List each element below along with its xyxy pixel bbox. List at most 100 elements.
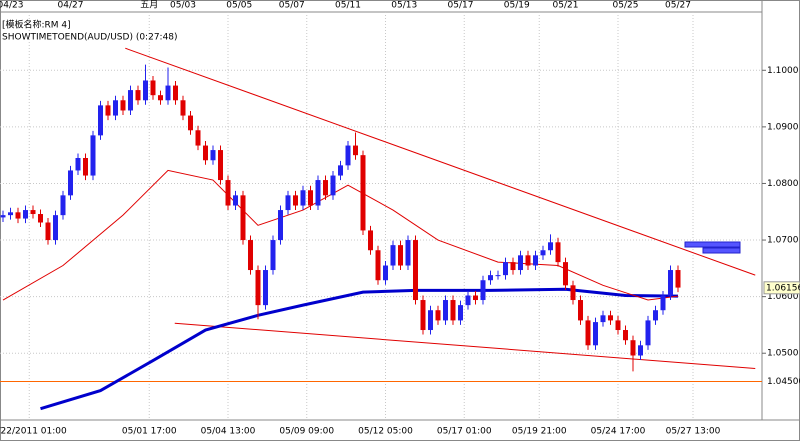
candle-body bbox=[330, 175, 336, 196]
candle-body bbox=[465, 295, 471, 306]
candle-body bbox=[195, 130, 201, 146]
candle-body bbox=[578, 300, 583, 321]
candle-body bbox=[285, 195, 291, 211]
candle-body bbox=[503, 262, 508, 276]
last-price-box bbox=[763, 281, 800, 295]
candle-body bbox=[173, 85, 178, 101]
candle-body bbox=[368, 230, 373, 251]
candle-body bbox=[210, 150, 216, 161]
candle-body bbox=[525, 255, 531, 266]
candle-body bbox=[608, 315, 613, 321]
x-tick-label: 05/19 21:00 bbox=[512, 427, 567, 437]
x-tick-label: 4/22/2011 01:00 bbox=[0, 427, 67, 437]
candle-body bbox=[150, 80, 156, 96]
candle-body bbox=[270, 240, 276, 271]
level-label: 1.04500 bbox=[767, 377, 800, 387]
candle-body bbox=[570, 285, 576, 301]
candle-body bbox=[518, 255, 523, 271]
candle-body bbox=[390, 245, 396, 266]
candle-body bbox=[135, 90, 141, 101]
candle-body bbox=[300, 190, 306, 206]
top-tick-label: 05/13 bbox=[391, 1, 417, 11]
y-tick-label: 1.0500 bbox=[767, 349, 799, 359]
candle-body bbox=[458, 305, 463, 321]
candle-body bbox=[555, 242, 561, 263]
candle-body bbox=[563, 262, 568, 286]
y-tick-label: 1.0900 bbox=[767, 122, 799, 132]
y-tick-label: 1.0800 bbox=[767, 179, 799, 189]
candle-body bbox=[278, 210, 283, 241]
candle-body bbox=[143, 80, 148, 101]
x-tick-label: 05/17 01:00 bbox=[437, 427, 492, 437]
candle-body bbox=[473, 295, 478, 301]
candle-body bbox=[263, 270, 268, 306]
candle-body bbox=[398, 245, 403, 266]
candle-body bbox=[38, 214, 43, 223]
candle-body bbox=[45, 222, 51, 241]
candle-body bbox=[128, 90, 133, 111]
indicator-line bbox=[2, 169, 679, 301]
header-line: SHOWTIMETOEND(AUD/USD) (0:27:48) bbox=[2, 33, 178, 43]
top-tick-label: 05/21 bbox=[553, 1, 579, 11]
plot-area bbox=[0, 12, 762, 420]
candle-body bbox=[510, 262, 516, 271]
candle-body bbox=[315, 180, 321, 206]
x-tick-label: 05/01 17:00 bbox=[122, 427, 177, 437]
candle-body bbox=[645, 320, 651, 346]
candle-body bbox=[360, 155, 366, 231]
drawn-object bbox=[702, 247, 741, 254]
top-tick-label: 05/07 bbox=[279, 1, 305, 11]
y-tick-label: 1.0600 bbox=[767, 292, 799, 302]
top-tick-label: 04/23 bbox=[0, 1, 23, 11]
candle-body bbox=[68, 170, 73, 196]
drawn-object bbox=[684, 241, 741, 248]
trend-line bbox=[174, 322, 756, 370]
candle-body bbox=[113, 100, 118, 116]
candle-body bbox=[338, 165, 343, 176]
candle-body bbox=[675, 270, 681, 288]
top-tick-label: 05/25 bbox=[613, 1, 639, 11]
header-line: [模板名称:RM 4] bbox=[2, 19, 71, 31]
candle-body bbox=[540, 250, 546, 256]
candle-body bbox=[30, 210, 36, 215]
top-tick-label: 05/19 bbox=[504, 1, 530, 11]
candle-body bbox=[105, 105, 111, 116]
candle-body bbox=[233, 195, 238, 206]
candle-body bbox=[188, 115, 193, 131]
candle-body bbox=[533, 255, 538, 266]
candle-body bbox=[308, 190, 313, 206]
top-tick-label: 05/11 bbox=[335, 1, 361, 11]
candle-body bbox=[345, 145, 351, 166]
last-price-label: 1.06156 bbox=[766, 283, 800, 293]
candle-body bbox=[180, 100, 186, 116]
candle-body bbox=[248, 240, 253, 271]
candle-body bbox=[60, 195, 66, 216]
candle-body bbox=[158, 95, 163, 101]
candle-body bbox=[653, 310, 658, 321]
candle-body bbox=[600, 315, 606, 323]
candle-body bbox=[75, 157, 81, 171]
candle-body bbox=[23, 210, 28, 219]
candle-body bbox=[15, 212, 21, 219]
top-tick-label: 五月 bbox=[140, 0, 158, 11]
candle-body bbox=[450, 300, 456, 321]
top-tick-label: 04/27 bbox=[58, 1, 84, 11]
candle-body bbox=[375, 250, 381, 281]
candle-body bbox=[0, 215, 6, 218]
trend-line bbox=[125, 47, 756, 276]
candle-body bbox=[420, 300, 426, 331]
top-tick-label: 05/17 bbox=[448, 1, 474, 11]
candle-body bbox=[323, 180, 328, 196]
y-tick-label: 1.0700 bbox=[767, 236, 799, 246]
candle-body bbox=[90, 135, 96, 176]
x-tick-label: 05/09 09:00 bbox=[279, 427, 334, 437]
candle-body bbox=[383, 265, 388, 281]
candle-body bbox=[120, 100, 126, 111]
candle-body bbox=[495, 275, 501, 277]
candle-body bbox=[53, 215, 58, 241]
x-tick-label: 05/04 13:00 bbox=[201, 427, 256, 437]
top-tick-label: 05/03 bbox=[170, 1, 196, 11]
candle-body bbox=[480, 280, 486, 301]
